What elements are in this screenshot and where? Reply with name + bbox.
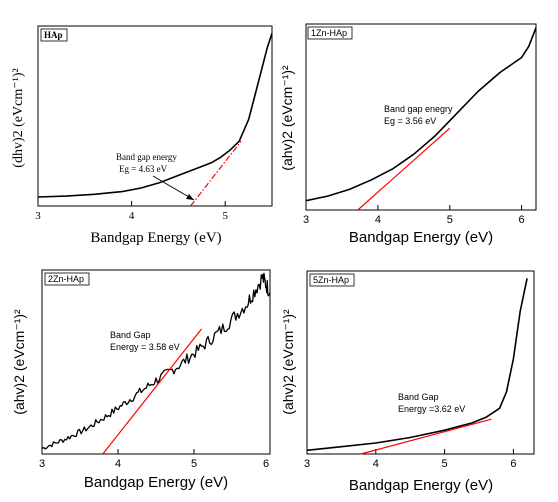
y-axis-label: (dhv)2 (eVcm⁻¹)² <box>11 68 26 167</box>
annotation-arrow <box>152 175 195 201</box>
annotation-line-1: Band gap energy <box>116 152 177 162</box>
fit-line <box>360 418 492 455</box>
series-line <box>41 272 271 450</box>
x-tick-label: 4 <box>375 214 381 226</box>
y-axis-label: (ahv)2 (eVcm⁻¹)² <box>279 65 295 171</box>
tag-box: 1Zn-HAp <box>307 26 353 40</box>
tag-box: 5Zn-HAp <box>309 273 355 287</box>
x-tick-label: 5 <box>442 458 448 470</box>
y-axis-label: (ahv)2 (eVcm⁻¹)² <box>280 309 296 415</box>
tag-box: HAp <box>40 28 68 42</box>
annotation-line-1: Band Gap <box>398 392 439 402</box>
plot-frame <box>305 23 537 211</box>
x-tick-label: 3 <box>303 214 309 226</box>
x-tick-label: 3 <box>39 458 45 470</box>
fit-line <box>357 127 451 211</box>
panel-tag: 1Zn-HAp <box>311 28 347 38</box>
panel-tag: HAp <box>44 30 63 40</box>
x-axis-label: Bandgap Energy (eV) <box>349 477 493 494</box>
x-tick-label: 3 <box>304 458 310 470</box>
panel-1zn-hap: 1Zn-HAp 3 4 5 6 Band gap enegry Eg = 3.5… <box>279 23 537 246</box>
panel-tag: 2Zn-HAp <box>48 274 84 284</box>
annotation-line-1: Band Gap <box>110 330 151 340</box>
annotation-line-2: Eg = 4.63 eV <box>119 164 168 174</box>
x-tick-label: 4 <box>115 458 121 470</box>
panel-2zn-hap: 2Zn-HAp 3 4 5 6 Band Gap Energy = 3.58 e… <box>11 269 271 491</box>
x-tick-label: 5 <box>222 210 228 222</box>
panel-5zn-hap: 5Zn-HAp 3 4 5 6 Band Gap Energy =3.62 eV… <box>280 270 535 494</box>
x-tick-label: 5 <box>447 214 453 226</box>
series-line <box>306 278 528 452</box>
annotation-arrowhead <box>186 194 194 200</box>
x-tick-label: 3 <box>35 210 41 222</box>
x-tick-label: 5 <box>191 458 197 470</box>
annotation-line-1: Band gap enegry <box>384 104 453 114</box>
series-line <box>37 32 273 198</box>
annotation-line-2: Energy = 3.58 eV <box>110 342 180 352</box>
plot-frame <box>37 25 273 207</box>
annotation-line-2: Energy =3.62 eV <box>398 404 465 414</box>
x-axis-label: Bandgap Energy (eV) <box>349 229 493 246</box>
fit-line <box>102 328 203 455</box>
plot-frame <box>41 269 271 455</box>
series-line <box>305 27 537 202</box>
x-axis-label: Bandgap Energy (eV) <box>84 474 228 491</box>
x-tick-label: 6 <box>510 458 516 470</box>
x-tick-label: 4 <box>129 210 135 222</box>
x-tick-label: 4 <box>373 458 379 470</box>
y-axis-label: (ahv)2 (eVcm⁻¹)² <box>11 309 27 415</box>
x-axis-label: Bandgap Energy (eV) <box>90 230 221 246</box>
panel-tag: 5Zn-HAp <box>313 275 349 285</box>
x-tick-label: 6 <box>519 214 525 226</box>
panel-hap: HAp 3 4 5 Band gap energy Eg = 4.63 eV B… <box>11 25 273 246</box>
tag-box: 2Zn-HAp <box>44 272 90 286</box>
annotation-line-2: Eg = 3.56 eV <box>384 116 436 126</box>
x-tick-label: 6 <box>263 458 269 470</box>
fit-line <box>190 140 242 207</box>
plot-frame <box>306 270 535 455</box>
